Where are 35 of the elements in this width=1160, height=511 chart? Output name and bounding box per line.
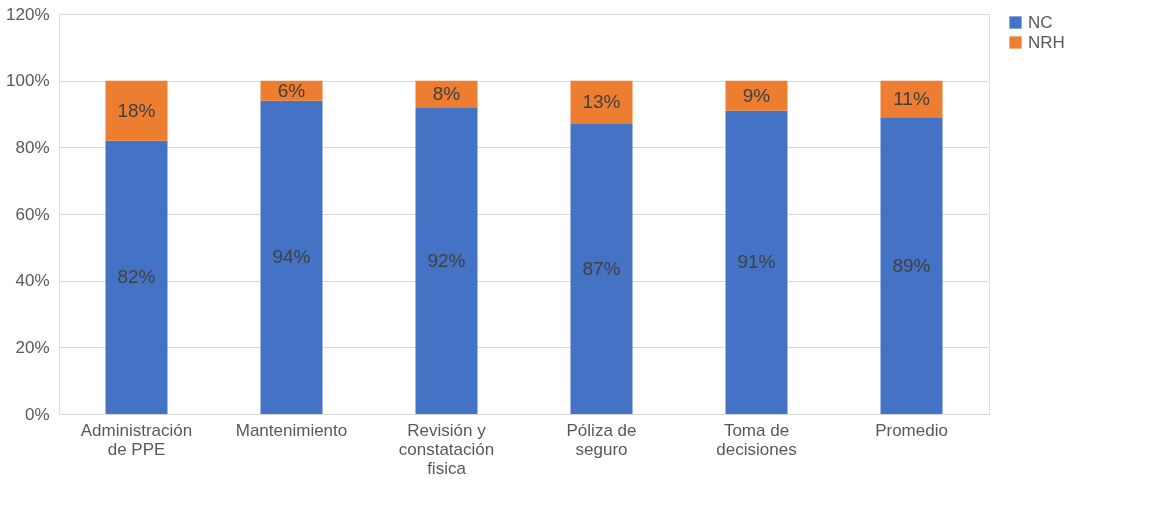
data-label: 9% (742, 84, 771, 106)
bar (570, 124, 633, 414)
x-tick-label: Revisión y constatación fisica (398, 420, 495, 478)
x-tick-label: Promedio (875, 420, 948, 440)
bar (880, 117, 943, 414)
y-tick-label: 120% (6, 4, 50, 24)
data-label: 18% (117, 99, 156, 121)
legend-label: NC (1028, 12, 1053, 32)
data-label: 87% (582, 258, 621, 279)
y-tick-label: 80% (15, 137, 50, 157)
bar (570, 80, 633, 124)
y-tick-label: 20% (15, 337, 50, 357)
y-tick-label: 60% (15, 204, 50, 224)
data-label: 82% (117, 266, 156, 288)
data-label: 8% (432, 83, 461, 104)
bar (725, 110, 788, 414)
bar (105, 80, 168, 141)
y-tick-label: 0% (24, 404, 50, 424)
x-tick-label: Mantenimiento (235, 420, 348, 440)
legend-label: NRH (1028, 32, 1065, 52)
y-tick-label: 40% (15, 271, 50, 291)
data-label: 94% (272, 246, 311, 268)
x-tick-label: Toma de decisiones (716, 420, 797, 459)
bar (415, 107, 478, 414)
data-label: 6% (277, 79, 306, 101)
bar (105, 140, 168, 414)
data-label: 11% (893, 88, 930, 109)
data-label: 92% (427, 249, 466, 271)
data-label: 13% (582, 91, 621, 113)
bar (260, 100, 323, 414)
data-label: 91% (737, 251, 776, 273)
x-tick-label: Póliza de seguro (566, 420, 637, 459)
x-tick-label: Administración de PPE (80, 420, 193, 459)
data-label: 89% (892, 254, 931, 276)
y-tick-label: 100% (6, 71, 50, 91)
